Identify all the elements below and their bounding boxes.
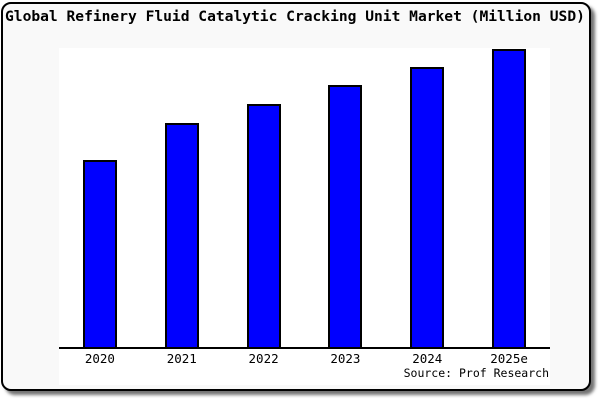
source-credit: Source: Prof Research xyxy=(403,366,549,380)
chart-frame: Global Refinery Fluid Catalytic Cracking… xyxy=(1,2,591,391)
bar-2021 xyxy=(164,122,199,347)
bar-2022 xyxy=(246,103,281,347)
x-tick-label-2024: 2024 xyxy=(412,351,443,366)
x-tick-label-2020: 2020 xyxy=(84,351,115,366)
x-axis-label-strip: Source: Prof Research 2020 2021 2022 2023 20… xyxy=(59,349,550,385)
plot-area xyxy=(59,48,550,349)
chart-title: Global Refinery Fluid Catalytic Cracking… xyxy=(5,8,585,25)
bar-2024 xyxy=(410,66,445,347)
x-tick-label-2025e: 2025e xyxy=(490,351,528,366)
bar-2023 xyxy=(328,85,363,347)
bar-2025e xyxy=(492,48,527,347)
bar-2020 xyxy=(82,159,117,347)
x-tick-label-2022: 2022 xyxy=(248,351,279,366)
x-tick-label-2023: 2023 xyxy=(330,351,361,366)
x-tick-label-2021: 2021 xyxy=(166,351,197,366)
